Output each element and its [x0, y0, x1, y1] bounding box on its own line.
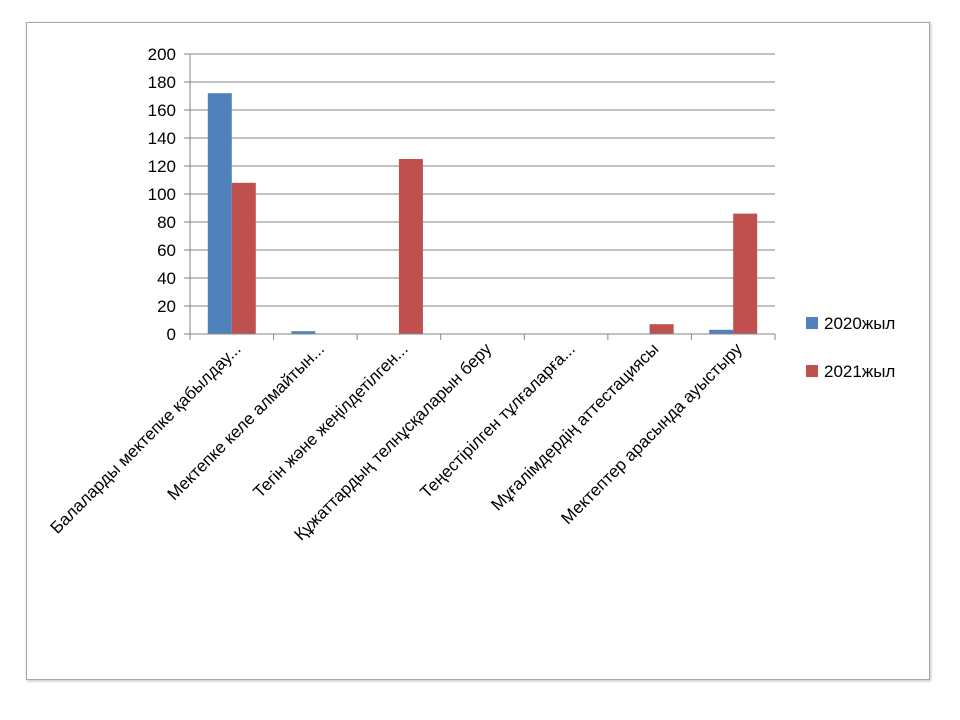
- gridlines: [190, 53, 775, 307]
- y-tick-label: 160: [148, 101, 176, 120]
- bar-2020: [207, 93, 232, 334]
- y-tick-label: 140: [148, 129, 176, 148]
- category-label: Тегін және жеңілдетілген...: [250, 339, 412, 501]
- y-tick-label: 180: [148, 73, 176, 92]
- y-tick-label: 120: [148, 157, 176, 176]
- y-tick-label: 40: [157, 269, 176, 288]
- legend-label: 2020жыл: [824, 314, 895, 333]
- chart-frame: [26, 22, 930, 680]
- legend-label: 2021жыл: [824, 362, 895, 381]
- y-tick-label: 200: [148, 45, 176, 64]
- bar-2020: [709, 329, 734, 334]
- bar-2021: [733, 213, 758, 334]
- bar-2021: [398, 159, 423, 334]
- category-label: Мұғалімдердің аттестациясы: [487, 339, 662, 514]
- legend-swatch: [806, 317, 818, 329]
- bar-2021: [649, 324, 674, 334]
- category-label: Мектептер арасында ауыстыру: [557, 339, 746, 528]
- y-tick-label: 100: [148, 185, 176, 204]
- bars: [207, 93, 758, 334]
- bar-2020: [291, 331, 316, 334]
- category-labels: Балаларды мектепке қабылдау...Мектепке к…: [47, 339, 747, 544]
- legend-swatch: [806, 365, 818, 377]
- y-tick-label: 20: [157, 297, 176, 316]
- axes: [184, 53, 776, 340]
- bar-2021: [231, 182, 256, 334]
- y-tick-label: 60: [157, 241, 176, 260]
- y-tick-label: 80: [157, 213, 176, 232]
- legend: 2020жыл 2021жыл: [806, 314, 895, 381]
- y-tick-label: 0: [167, 325, 176, 344]
- category-label: Мектепке келе алмайтын...: [164, 339, 329, 504]
- category-label: Теңестірілген тұлғаларға...: [416, 339, 579, 502]
- y-tick-labels: 0 20 40 60 80 100 120 140 160 180 200: [148, 45, 176, 344]
